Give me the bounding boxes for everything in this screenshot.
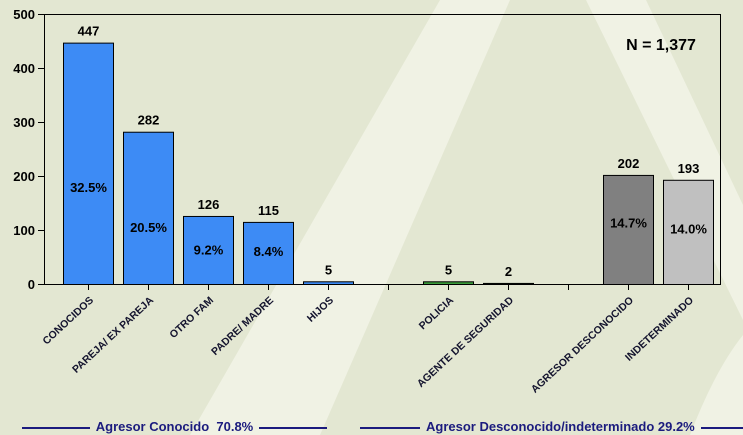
percent-label-otro-fam: 9.2% — [194, 242, 224, 257]
group-label: Agresor Conocido 70.8% — [95, 419, 254, 434]
group-agresor-conocido: Agresor Conocido 70.8% — [22, 419, 328, 434]
value-label-indeterminado: 193 — [678, 161, 700, 176]
percent-label-pareja-ex-pareja: 20.5% — [130, 220, 167, 235]
percent-label-agresor-desconocido: 14.7% — [610, 215, 647, 230]
bar-indeterminado — [663, 179, 714, 285]
plot-frame — [44, 14, 721, 285]
y-tick-label: 0 — [28, 277, 35, 292]
watermark-curve — [690, 335, 743, 435]
value-label-agresor-desconocido: 202 — [618, 156, 640, 171]
bar-padre-madre — [243, 221, 294, 285]
y-tick-label: 300 — [13, 115, 35, 130]
value-label-conocidos: 447 — [78, 24, 100, 39]
value-label-pareja-ex-pareja: 282 — [138, 113, 160, 128]
percent-label-padre-madre: 8.4% — [254, 244, 284, 259]
group-rule-right — [259, 427, 328, 429]
group-rule-left — [22, 427, 90, 429]
bar-policia — [423, 281, 474, 285]
bar-otro-fam — [183, 215, 234, 286]
percent-label-indeterminado: 14.0% — [670, 221, 707, 236]
y-tick-label: 500 — [13, 7, 35, 22]
bar-agente-de-seguridad — [483, 282, 534, 286]
bar-pareja-ex-pareja — [123, 131, 174, 285]
x-tick-label: AGRESOR DESCONOCIDO — [529, 294, 636, 395]
y-tick-label: 100 — [13, 223, 35, 238]
y-tick-label: 400 — [13, 61, 35, 76]
sample-size-annotation: N = 1,377 — [626, 37, 696, 54]
watermark-band — [190, 0, 510, 435]
x-tick-label: POLICIA — [417, 294, 457, 332]
x-tick-label: CONOCIDOS — [40, 294, 96, 347]
value-label-policia: 5 — [445, 262, 452, 277]
y-tick-label: 200 — [13, 169, 35, 184]
percent-label-conocidos: 32.5% — [70, 180, 107, 195]
group-rule-left — [360, 427, 420, 429]
group-agresor-desconocido: Agresor Desconocido/indeterminado 29.2% — [360, 420, 743, 434]
x-tick-label: AGENTE DE SEGURIDAD — [415, 294, 517, 390]
bar-hijos — [303, 281, 354, 285]
value-label-agente-de-seguridad: 2 — [505, 264, 512, 279]
value-label-padre-madre: 115 — [258, 203, 279, 218]
group-label: Agresor Desconocido/indeterminado 29.2% — [426, 419, 695, 434]
bar-conocidos — [63, 42, 114, 286]
value-label-otro-fam: 126 — [198, 197, 220, 212]
group-rule-right — [700, 427, 743, 429]
x-tick-label: OTRO FAM — [167, 294, 216, 341]
value-label-hijos: 5 — [325, 262, 332, 277]
bar-agresor-desconocido — [603, 174, 654, 285]
